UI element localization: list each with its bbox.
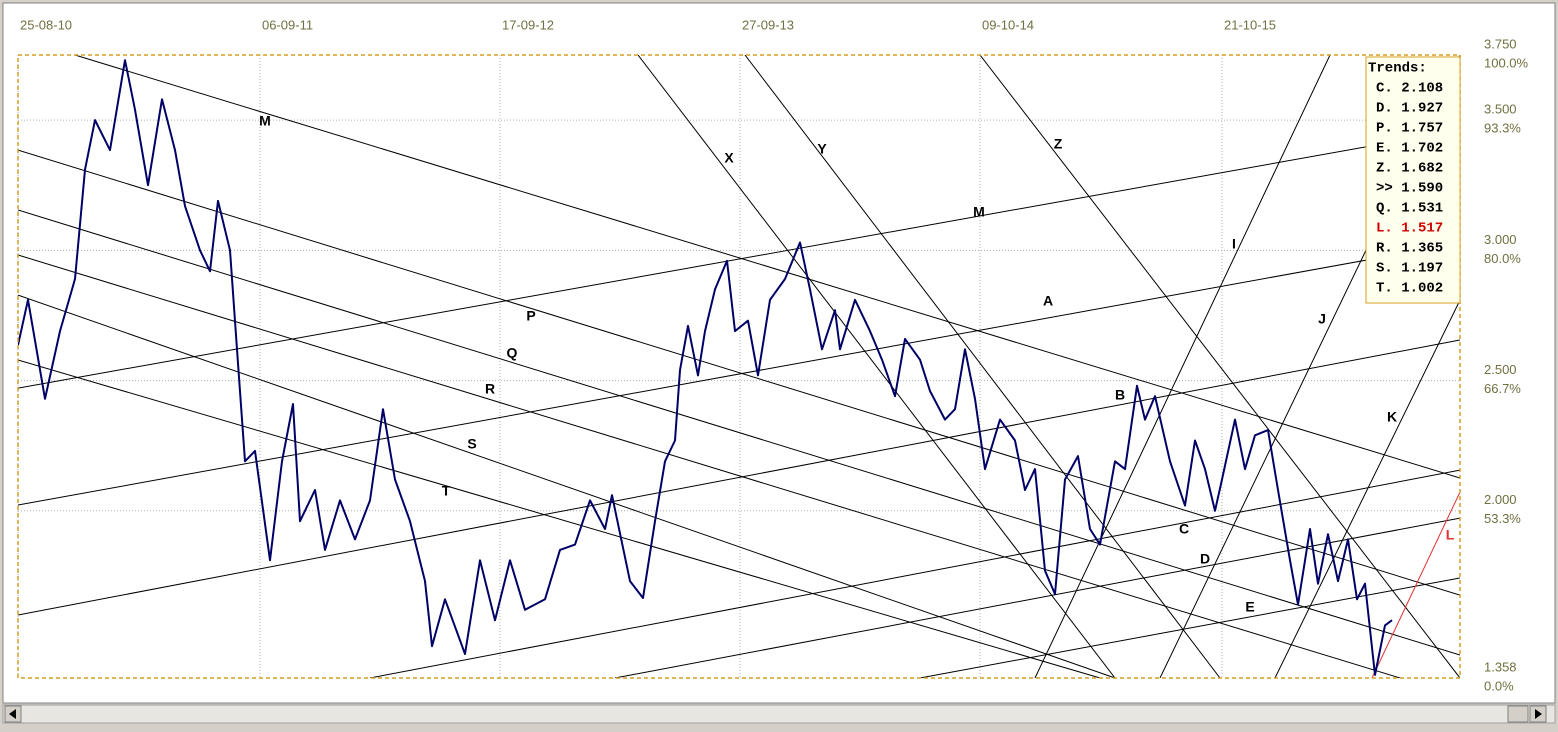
scroll-left-arrow xyxy=(9,709,16,719)
trendline-label: A xyxy=(1043,293,1053,309)
y-tick-label: 3.500 xyxy=(1484,102,1517,117)
trendline xyxy=(18,254,1401,678)
y-tick-label: 1.358 xyxy=(1484,659,1517,674)
trendline xyxy=(1274,299,1460,678)
y-tick-pct: 53.3% xyxy=(1484,511,1521,526)
trendline xyxy=(369,469,1460,678)
trendline-label: S xyxy=(467,436,476,452)
grid xyxy=(17,55,1460,678)
y-tick-pct: 0.0% xyxy=(1484,678,1514,693)
legend-item: D. 1.927 xyxy=(1376,101,1443,117)
legend-item: L. 1.517 xyxy=(1376,221,1443,237)
trendline-label: M xyxy=(973,204,985,220)
trendline-label: I xyxy=(1232,236,1236,252)
labels: 25-08-10 06-09-11 17-09-12 27-09-13 09-10-14… xyxy=(20,17,1529,693)
trendline-label: E xyxy=(1245,599,1254,615)
legend-item: Z. 1.682 xyxy=(1376,161,1443,177)
trendline xyxy=(1034,55,1331,678)
trendline-label: D xyxy=(1200,551,1210,567)
trendline-label: Q xyxy=(507,345,518,361)
legend-item: R. 1.365 xyxy=(1376,241,1443,257)
y-tick-label: 2.500 xyxy=(1484,362,1517,377)
trendline-label: T xyxy=(442,483,451,499)
x-tick-label: 17-09-12 xyxy=(502,17,554,32)
y-tick-label: 3.750 xyxy=(1484,36,1517,51)
y-tick-pct: 93.3% xyxy=(1484,121,1521,136)
trendline xyxy=(18,242,1460,506)
trendline-label: J xyxy=(1318,311,1326,327)
x-tick-label: 21-10-15 xyxy=(1224,17,1276,32)
trendline xyxy=(744,55,1221,678)
trendline xyxy=(18,339,1460,616)
legend-item: C. 2.108 xyxy=(1376,81,1443,97)
x-tick-label: 09-10-14 xyxy=(982,17,1034,32)
y-tick-pct: 100.0% xyxy=(1484,55,1529,70)
trendline-label: X xyxy=(724,150,734,166)
y-tick-pct: 66.7% xyxy=(1484,381,1521,396)
plot-border xyxy=(17,54,1461,679)
trendline xyxy=(18,209,1460,656)
y-tick-pct: 80.0% xyxy=(1484,251,1521,266)
trendline xyxy=(1371,491,1460,678)
trendline xyxy=(637,55,1116,678)
legend-item: T. 1.002 xyxy=(1376,281,1443,297)
trendline-label: M xyxy=(259,113,271,129)
trendline xyxy=(74,55,1460,479)
legend-item: P. 1.757 xyxy=(1376,121,1443,137)
scrollbar[interactable] xyxy=(2,704,1556,724)
scroll-right-arrow xyxy=(1535,709,1542,719)
legend-item: S. 1.197 xyxy=(1376,261,1443,277)
legend-item: E. 1.702 xyxy=(1376,141,1443,157)
y-tick-label: 2.000 xyxy=(1484,492,1517,507)
price-line xyxy=(18,59,1393,676)
x-tick-label: 27-09-13 xyxy=(742,17,794,32)
trendline xyxy=(18,129,1460,389)
trendline-label: K xyxy=(1387,409,1397,425)
legend-title: Trends: xyxy=(1368,61,1427,77)
trendline xyxy=(614,517,1460,678)
trendline xyxy=(979,55,1460,678)
price-line xyxy=(18,59,1393,676)
legend: Trends: C. 2.108 D. 1.927 P. 1.757 E. 1.702 Z… xyxy=(1365,56,1461,304)
y-tick-label: 3.000 xyxy=(1484,232,1517,247)
legend-item: Q. 1.531 xyxy=(1376,201,1443,217)
scroll-thumb[interactable] xyxy=(1507,705,1529,723)
trendline xyxy=(18,149,1460,596)
legend-box xyxy=(1365,56,1461,304)
chart-area xyxy=(2,2,1556,704)
trendline-label: R xyxy=(485,381,495,397)
trendline-label: P xyxy=(526,308,535,324)
trendline-label: Y xyxy=(817,141,827,157)
trendline xyxy=(919,577,1460,678)
trendline xyxy=(18,359,1101,678)
trendline xyxy=(18,294,1116,678)
trendline-label: Z xyxy=(1054,136,1063,152)
legend-item: >> 1.590 xyxy=(1376,181,1443,197)
trendline-label: B xyxy=(1115,387,1125,403)
x-tick-label: 06-09-11 xyxy=(262,17,313,32)
x-tick-label: 25-08-10 xyxy=(20,17,72,32)
trendlines xyxy=(18,55,1460,678)
trendline-label: C xyxy=(1179,521,1189,537)
trendline-label: L xyxy=(1446,527,1455,543)
